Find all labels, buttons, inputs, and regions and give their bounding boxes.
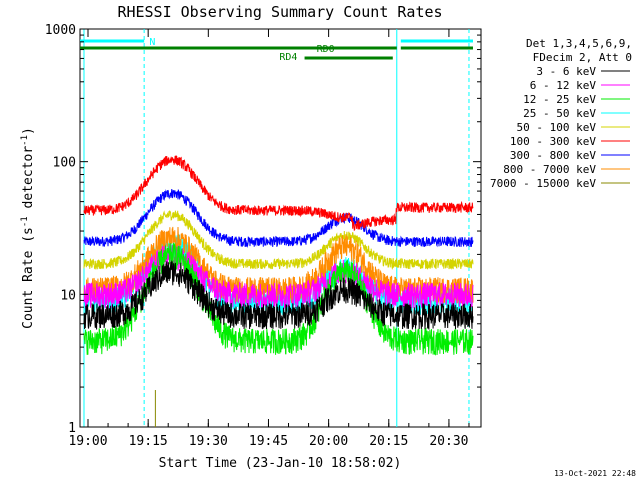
y-axis-label-sup1: -1: [20, 216, 30, 227]
series-line-2: [83, 243, 474, 310]
footer-date: 13-Oct-2021 22:48: [554, 469, 636, 478]
y-tick-label-4: 1000: [45, 23, 76, 38]
legend-label-7: 300 - 800 keV: [510, 149, 596, 162]
legend-label-6: 100 - 300 keV: [510, 135, 596, 148]
x-tick-label-5: 20:00: [309, 434, 348, 449]
legend-label-9: 7000 - 15000 keV: [490, 177, 596, 190]
series-line-7: [83, 188, 474, 248]
x-axis-label: Start Time (23-Jan-10 18:58:02): [159, 456, 402, 471]
legend-header-line-2: FDecim 2, Att 0: [533, 51, 632, 64]
status-bar-label-rd0: RD0: [317, 44, 335, 55]
x-tick-label-7: 20:30: [429, 434, 468, 449]
y-axis-label-mid: detector: [21, 146, 36, 217]
series-line-1: [83, 260, 474, 330]
series-line-5: [83, 210, 474, 270]
y-tick-label-2: 10: [60, 288, 76, 303]
y-axis: 1 10 100 1000: [45, 23, 481, 436]
x-tick-label-1: 19:00: [68, 434, 107, 449]
legend-label-8: 800 - 7000 keV: [503, 163, 596, 176]
legend-label-5: 50 - 100 keV: [517, 121, 597, 134]
legend-label-4: 25 - 50 keV: [523, 107, 596, 120]
series-line-6: [83, 155, 474, 232]
x-axis: 19:00 19:15 19:30 19:45 20:00 20:15 20:30: [68, 29, 470, 449]
x-tick-label-6: 20:15: [369, 434, 408, 449]
legend-label-2: 6 - 12 keV: [530, 79, 597, 92]
y-tick-label-3: 100: [53, 156, 76, 171]
status-bar-label-rd4: RD4: [279, 52, 297, 63]
x-tick-label-3: 19:30: [189, 434, 228, 449]
status-bars: N RD0 RD4: [80, 37, 473, 63]
x-tick-label-4: 19:45: [249, 434, 288, 449]
saa-night-markers: [83, 29, 470, 427]
status-bar-label-n: N: [149, 37, 155, 48]
y-axis-label: Count Rate (s-1 detector-1): [20, 127, 36, 329]
legend-label-3: 12 - 25 keV: [523, 93, 596, 106]
x-tick-label-2: 19:15: [129, 434, 168, 449]
y-tick-label-1: 1: [68, 421, 76, 436]
legend-header-line-1: Det 1,3,4,5,6,9,: [526, 37, 632, 50]
count-rate-series: [83, 155, 474, 427]
series-line-3: [83, 242, 474, 356]
y-axis-label-end: ): [21, 127, 36, 135]
y-axis-label-sup2: -1: [20, 135, 30, 146]
legend: Det 1,3,4,5,6,9, FDecim 2, Att 0 3 - 6 k…: [490, 37, 632, 190]
chart-title: RHESSI Observing Summary Count Rates: [117, 3, 442, 21]
legend-label-1: 3 - 6 keV: [536, 65, 596, 78]
plot-frame: [79, 28, 482, 428]
y-axis-label-main: Count Rate (s: [21, 227, 36, 329]
